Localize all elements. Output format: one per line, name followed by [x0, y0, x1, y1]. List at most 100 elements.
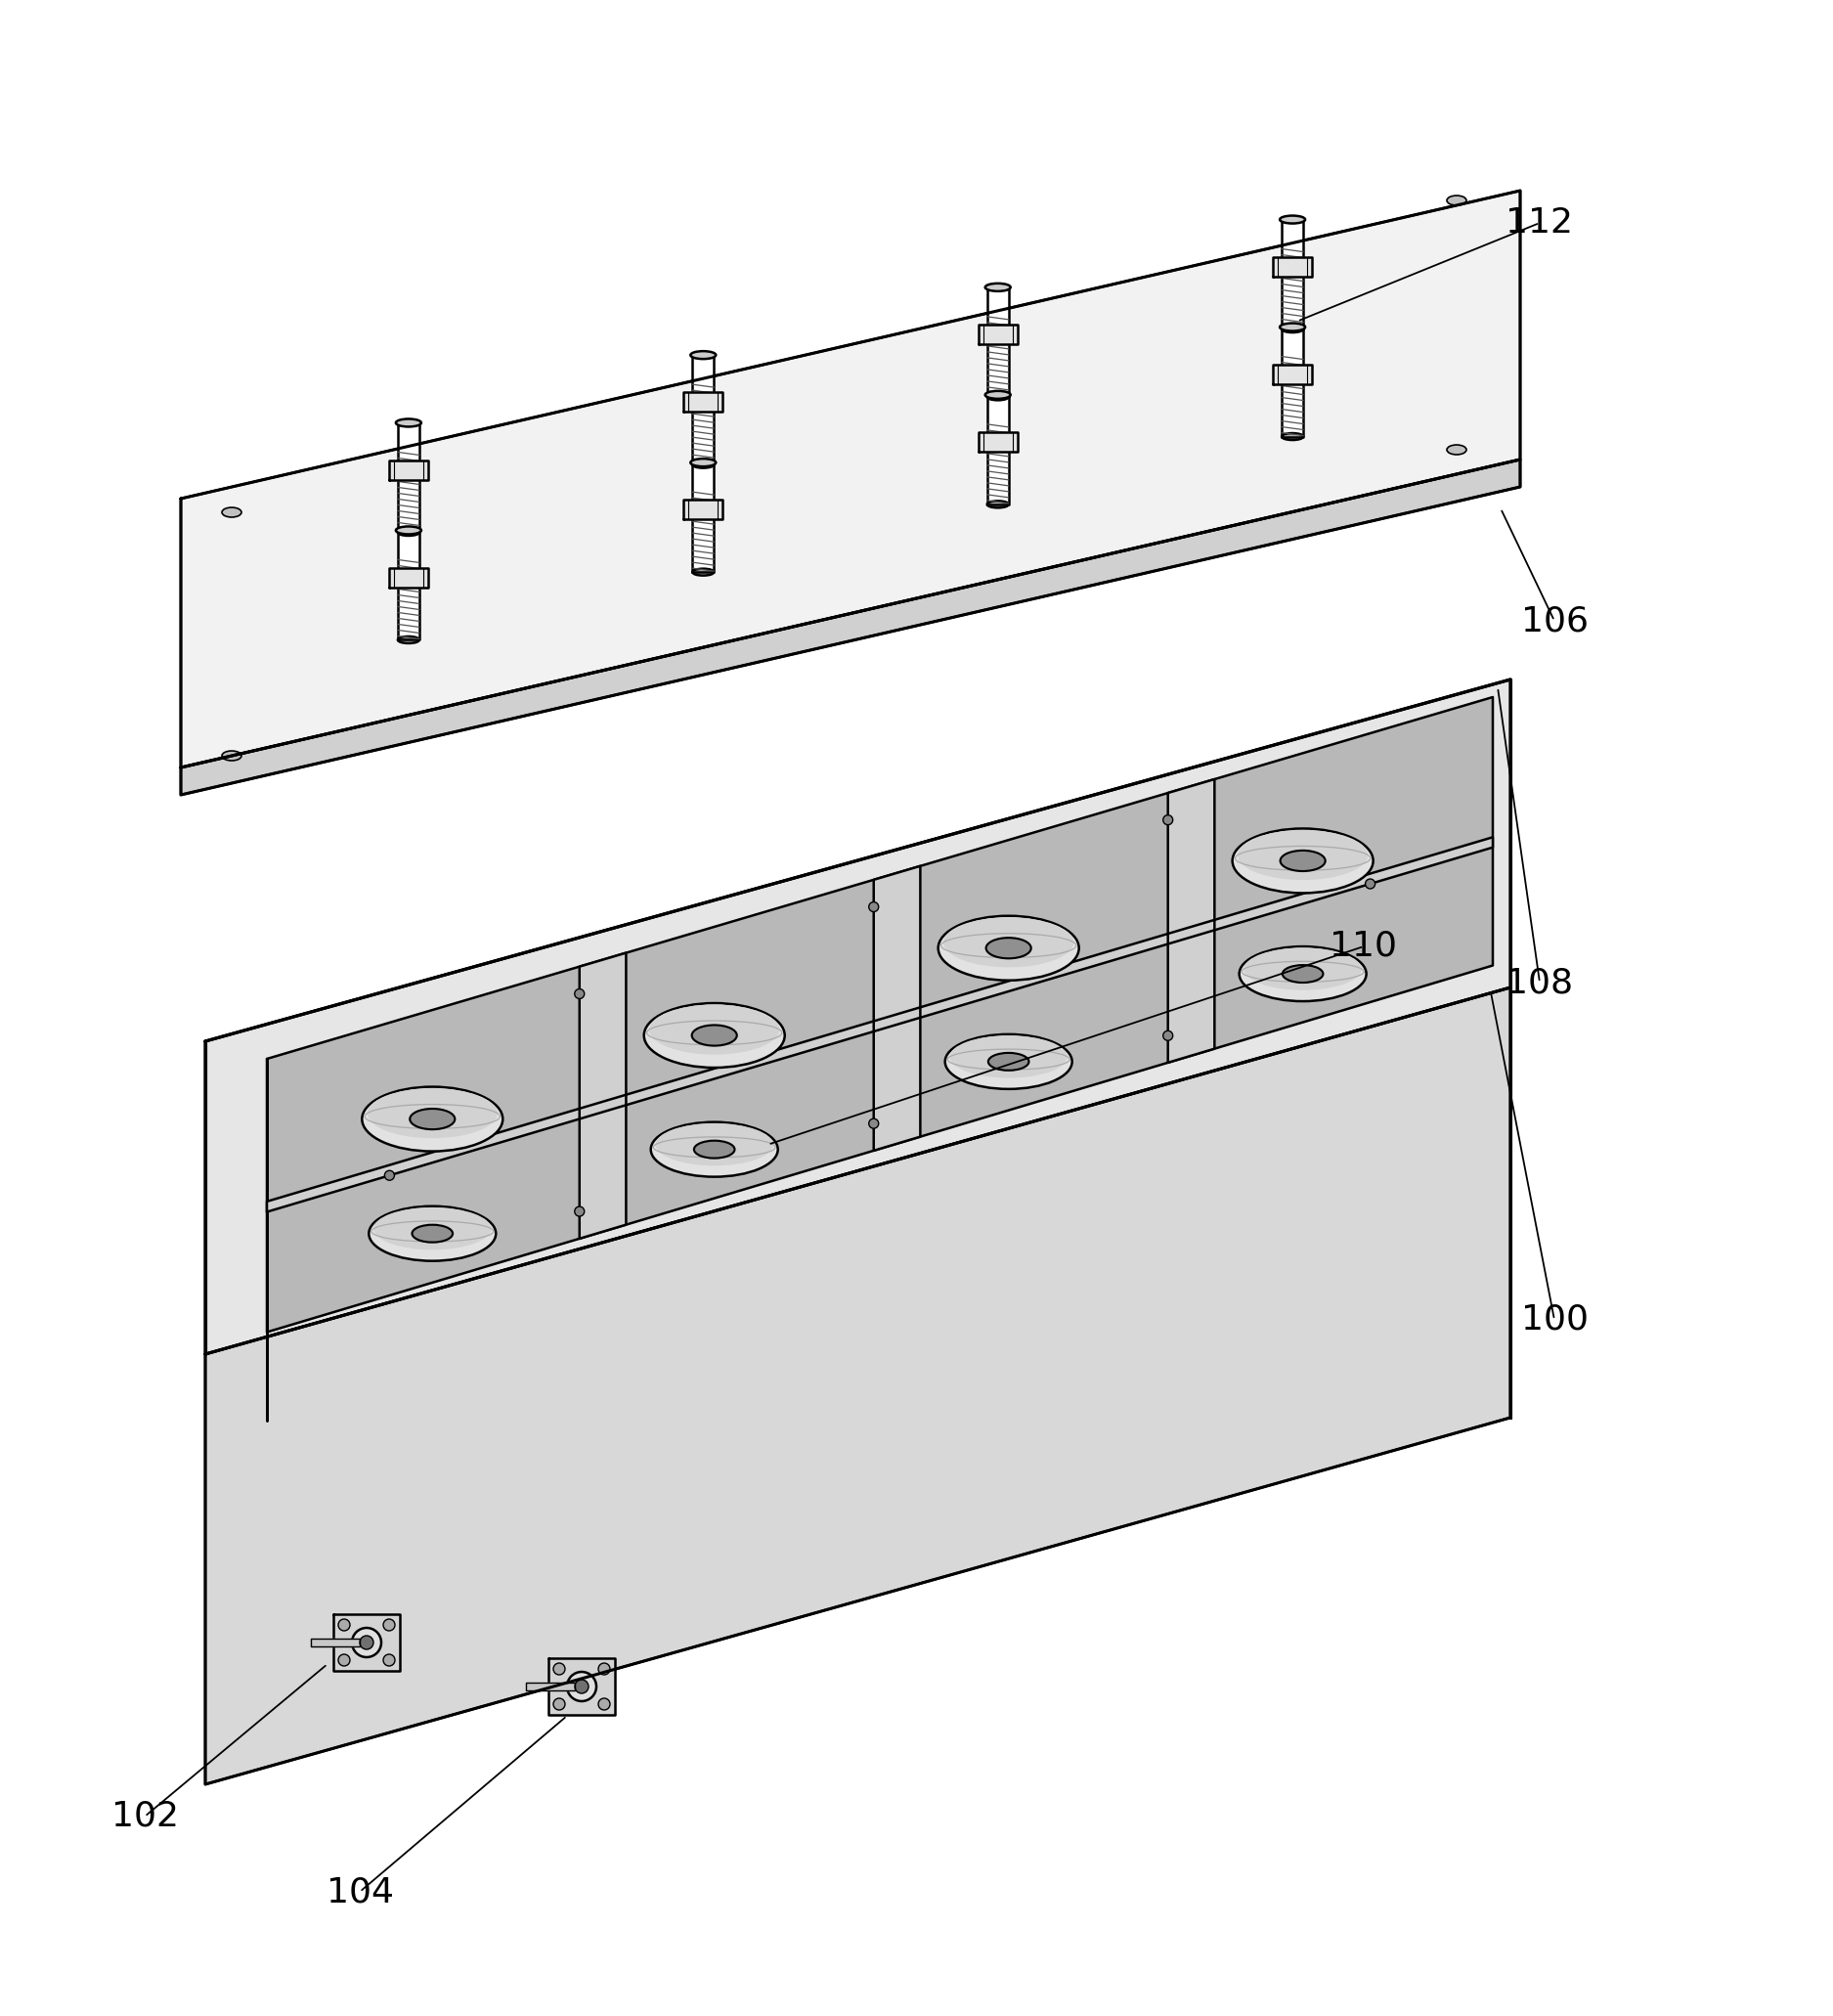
Polygon shape — [579, 954, 627, 1238]
Circle shape — [339, 1619, 350, 1631]
Ellipse shape — [1237, 831, 1367, 881]
Polygon shape — [268, 698, 1492, 1333]
Ellipse shape — [651, 1123, 777, 1177]
Circle shape — [576, 1679, 588, 1693]
Text: 102: 102 — [112, 1800, 178, 1833]
Polygon shape — [181, 192, 1520, 768]
Circle shape — [598, 1697, 610, 1710]
Polygon shape — [1281, 220, 1303, 329]
Ellipse shape — [222, 750, 242, 760]
Ellipse shape — [988, 393, 1008, 401]
Circle shape — [352, 1627, 381, 1657]
Ellipse shape — [1279, 216, 1305, 224]
Circle shape — [554, 1697, 565, 1710]
Ellipse shape — [1281, 433, 1303, 439]
Text: 100: 100 — [1521, 1302, 1587, 1337]
Polygon shape — [205, 679, 1510, 1355]
Ellipse shape — [1446, 446, 1466, 456]
Text: 112: 112 — [1507, 206, 1573, 240]
Ellipse shape — [984, 391, 1010, 399]
Polygon shape — [398, 423, 420, 532]
Polygon shape — [979, 325, 1017, 345]
Ellipse shape — [695, 1141, 735, 1157]
Ellipse shape — [656, 1123, 774, 1165]
Ellipse shape — [398, 637, 420, 643]
Ellipse shape — [367, 1089, 497, 1139]
Polygon shape — [874, 867, 920, 1151]
Circle shape — [359, 1635, 374, 1649]
Circle shape — [383, 1655, 394, 1665]
Polygon shape — [268, 837, 1492, 1212]
Ellipse shape — [949, 1036, 1067, 1079]
Circle shape — [554, 1663, 565, 1675]
Polygon shape — [548, 1659, 614, 1716]
Circle shape — [574, 1206, 585, 1216]
Ellipse shape — [649, 1004, 779, 1054]
Ellipse shape — [412, 1226, 453, 1242]
Ellipse shape — [1446, 196, 1466, 206]
Polygon shape — [389, 460, 429, 480]
Ellipse shape — [1232, 829, 1373, 893]
Circle shape — [869, 1119, 878, 1129]
Ellipse shape — [643, 1004, 785, 1068]
Polygon shape — [181, 460, 1520, 794]
Polygon shape — [693, 355, 713, 464]
Text: 108: 108 — [1507, 966, 1573, 1000]
Ellipse shape — [1239, 946, 1366, 1002]
Ellipse shape — [1279, 323, 1305, 331]
Circle shape — [339, 1655, 350, 1665]
Circle shape — [1164, 1030, 1173, 1040]
Polygon shape — [389, 569, 429, 587]
Ellipse shape — [1279, 851, 1325, 871]
Ellipse shape — [374, 1208, 491, 1250]
Ellipse shape — [691, 1024, 737, 1046]
Ellipse shape — [693, 462, 713, 468]
Circle shape — [385, 1171, 394, 1179]
Ellipse shape — [984, 284, 1010, 290]
Ellipse shape — [938, 915, 1080, 980]
Ellipse shape — [691, 460, 717, 466]
Polygon shape — [693, 462, 713, 573]
Polygon shape — [1168, 780, 1215, 1062]
Ellipse shape — [361, 1087, 502, 1151]
Polygon shape — [979, 431, 1017, 452]
Polygon shape — [1281, 327, 1303, 437]
Ellipse shape — [398, 528, 420, 536]
Polygon shape — [988, 395, 1008, 504]
Ellipse shape — [1281, 327, 1303, 333]
Ellipse shape — [368, 1206, 497, 1260]
Polygon shape — [398, 530, 420, 639]
Ellipse shape — [396, 526, 422, 534]
Text: 106: 106 — [1521, 605, 1587, 637]
Ellipse shape — [986, 937, 1032, 958]
Polygon shape — [312, 1639, 359, 1647]
Polygon shape — [684, 500, 722, 520]
Circle shape — [1366, 879, 1375, 889]
Ellipse shape — [396, 419, 422, 427]
Ellipse shape — [988, 1052, 1028, 1070]
Circle shape — [574, 990, 585, 998]
Text: 110: 110 — [1331, 929, 1397, 964]
Ellipse shape — [988, 500, 1008, 508]
Ellipse shape — [944, 917, 1074, 968]
Ellipse shape — [1245, 948, 1362, 990]
Polygon shape — [526, 1683, 576, 1691]
Circle shape — [598, 1663, 610, 1675]
Circle shape — [566, 1671, 596, 1702]
Ellipse shape — [1283, 966, 1323, 982]
Text: 104: 104 — [326, 1875, 394, 1909]
Polygon shape — [1272, 256, 1312, 276]
Polygon shape — [205, 988, 1510, 1784]
Circle shape — [383, 1619, 394, 1631]
Circle shape — [1164, 814, 1173, 825]
Polygon shape — [684, 393, 722, 411]
Polygon shape — [334, 1615, 400, 1671]
Ellipse shape — [222, 508, 242, 518]
Polygon shape — [988, 288, 1008, 397]
Polygon shape — [1272, 365, 1312, 383]
Circle shape — [869, 901, 878, 911]
Ellipse shape — [691, 351, 717, 359]
Ellipse shape — [411, 1109, 455, 1129]
Ellipse shape — [693, 569, 713, 575]
Ellipse shape — [946, 1034, 1072, 1089]
